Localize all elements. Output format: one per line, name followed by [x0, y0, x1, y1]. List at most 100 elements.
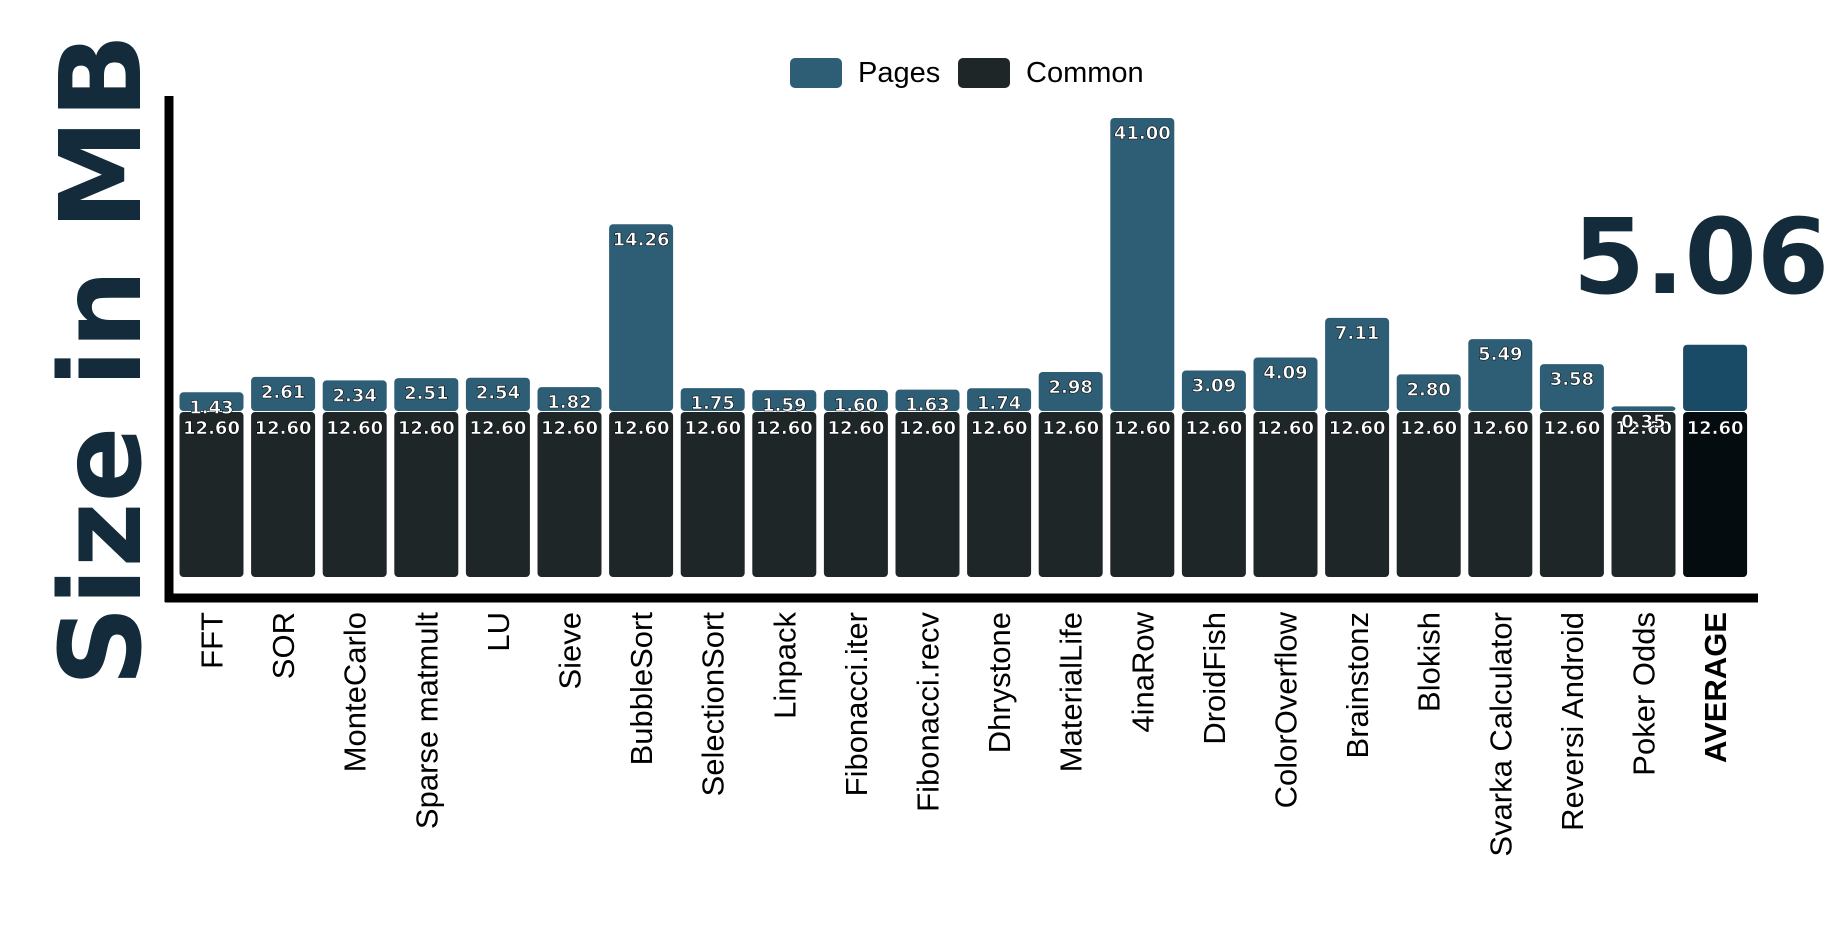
bar-pages-14 [1181, 370, 1246, 411]
x-tick-1: SOR [266, 612, 301, 679]
label-common-6: 12.60 [613, 418, 670, 439]
x-tick-5: Sieve [553, 612, 588, 690]
bar-common-19 [1539, 412, 1604, 577]
bar-pages-12 [1038, 371, 1103, 411]
bar-pages-9 [823, 390, 888, 411]
x-tick-3: Sparse matmult [409, 612, 444, 829]
label-pages-18: 5.49 [1478, 344, 1522, 365]
x-tick-14: DroidFish [1197, 612, 1232, 745]
x-tick-16: Brainstonz [1340, 612, 1375, 758]
x-tick-4: LU [481, 612, 516, 652]
label-pages-17: 2.80 [1406, 379, 1450, 400]
bar-pages-18 [1468, 339, 1533, 411]
label-common-17: 12.60 [1400, 418, 1457, 439]
label-common-20: 12.60 [1615, 418, 1672, 439]
label-common-9: 12.60 [827, 418, 884, 439]
label-common-18: 12.60 [1472, 418, 1529, 439]
x-tick-labels: FFT SOR MonteCarlo Sparse matmult LU Sieve Bub… [195, 611, 1734, 856]
bar-common-17 [1396, 412, 1461, 577]
bar-pages-16 [1325, 317, 1390, 411]
x-tick-8: Linpack [767, 612, 802, 719]
bar-pages-13 [1110, 118, 1175, 411]
label-common-19: 12.60 [1543, 418, 1600, 439]
label-common-15: 12.60 [1257, 418, 1314, 439]
bar-pages-2 [322, 380, 387, 411]
label-pages-8: 1.59 [762, 395, 806, 416]
x-tick-13: 4inaRow [1125, 611, 1160, 732]
bars: 12.60 1.43 12.60 2.61 12.60 2.34 12.60 2.51 12.6… [179, 118, 1748, 577]
label-pages-5: 1.82 [547, 392, 591, 413]
bar-pages-5 [537, 387, 602, 411]
bar-common-14 [1181, 412, 1246, 577]
label-pages-2: 2.34 [332, 385, 376, 406]
label-pages-3: 2.51 [404, 383, 448, 404]
bar-pages-0 [179, 392, 244, 411]
legend-swatch-common [958, 58, 1010, 88]
label-common-5: 12.60 [541, 418, 598, 439]
label-pages-19: 3.58 [1550, 369, 1594, 390]
x-tick-11: Dhrystone [982, 612, 1017, 753]
bar-pages-17 [1396, 374, 1461, 411]
label-pages-9: 1.60 [834, 395, 878, 416]
x-tick-21: AVERAGE [1698, 612, 1733, 763]
bar-pages-21 [1683, 344, 1748, 411]
legend: Pages Common [790, 57, 1144, 89]
average-value-callout: 5.06 [1573, 196, 1830, 318]
bar-pages-11 [967, 388, 1032, 411]
label-pages-20: 0.35 [1621, 411, 1665, 432]
label-pages-1: 2.61 [261, 382, 305, 403]
label-pages-6: 14.26 [613, 229, 670, 250]
x-tick-10: Fibonacci.recv [911, 612, 946, 812]
bar-common-20 [1611, 412, 1676, 577]
bar-pages-8 [752, 390, 817, 411]
label-pages-7: 1.75 [690, 393, 734, 414]
label-pages-0: 1.43 [189, 397, 233, 418]
label-common-21: 12.60 [1687, 418, 1744, 439]
x-tick-20: Poker Odds [1627, 612, 1662, 776]
bar-pages-3 [394, 378, 459, 411]
bar-common-10 [895, 412, 960, 577]
x-tick-12: MaterialLife [1054, 612, 1089, 772]
label-common-4: 12.60 [469, 418, 526, 439]
label-common-3: 12.60 [398, 418, 455, 439]
label-pages-12: 2.98 [1048, 377, 1092, 398]
x-tick-0: FFT [195, 612, 230, 669]
label-common-10: 12.60 [899, 418, 956, 439]
label-pages-11: 1.74 [977, 393, 1021, 414]
label-common-11: 12.60 [971, 418, 1028, 439]
bar-common-3 [394, 412, 459, 577]
bar-common-21 [1683, 412, 1748, 577]
label-common-13: 12.60 [1114, 418, 1171, 439]
bar-common-0 [179, 412, 244, 577]
bar-common-12 [1038, 412, 1103, 577]
label-pages-16: 7.11 [1335, 323, 1379, 344]
bar-common-7 [680, 412, 745, 577]
x-tick-15: ColorOverflow [1269, 611, 1304, 808]
label-common-2: 12.60 [326, 418, 383, 439]
x-tick-19: Reversi Android [1555, 612, 1590, 831]
label-common-14: 12.60 [1185, 418, 1242, 439]
bar-pages-19 [1539, 364, 1604, 411]
bar-pages-6 [609, 224, 674, 411]
bar-pages-1 [251, 376, 316, 411]
x-tick-17: Blokish [1412, 612, 1447, 712]
legend-label-pages: Pages [858, 57, 940, 89]
x-tick-18: Svarka Calculator [1483, 612, 1518, 857]
legend-label-common: Common [1026, 57, 1144, 89]
bar-pages-10 [895, 389, 960, 411]
x-tick-6: BubbleSort [624, 612, 659, 766]
bar-common-11 [967, 412, 1032, 577]
label-pages-13: 41.00 [1114, 123, 1171, 144]
bar-common-2 [322, 412, 387, 577]
bar-common-5 [537, 412, 602, 577]
bar-common-4 [465, 412, 530, 577]
x-tick-2: MonteCarlo [338, 612, 373, 772]
x-tick-9: Fibonacci.iter [839, 612, 874, 796]
bar-common-15 [1253, 412, 1318, 577]
bar-pages-4 [465, 377, 530, 411]
y-axis-label: Size in MB [37, 33, 167, 686]
bar-pages-20 [1611, 406, 1676, 411]
bar-common-18 [1468, 412, 1533, 577]
label-common-1: 12.60 [255, 418, 312, 439]
bar-pages-15 [1253, 357, 1318, 411]
